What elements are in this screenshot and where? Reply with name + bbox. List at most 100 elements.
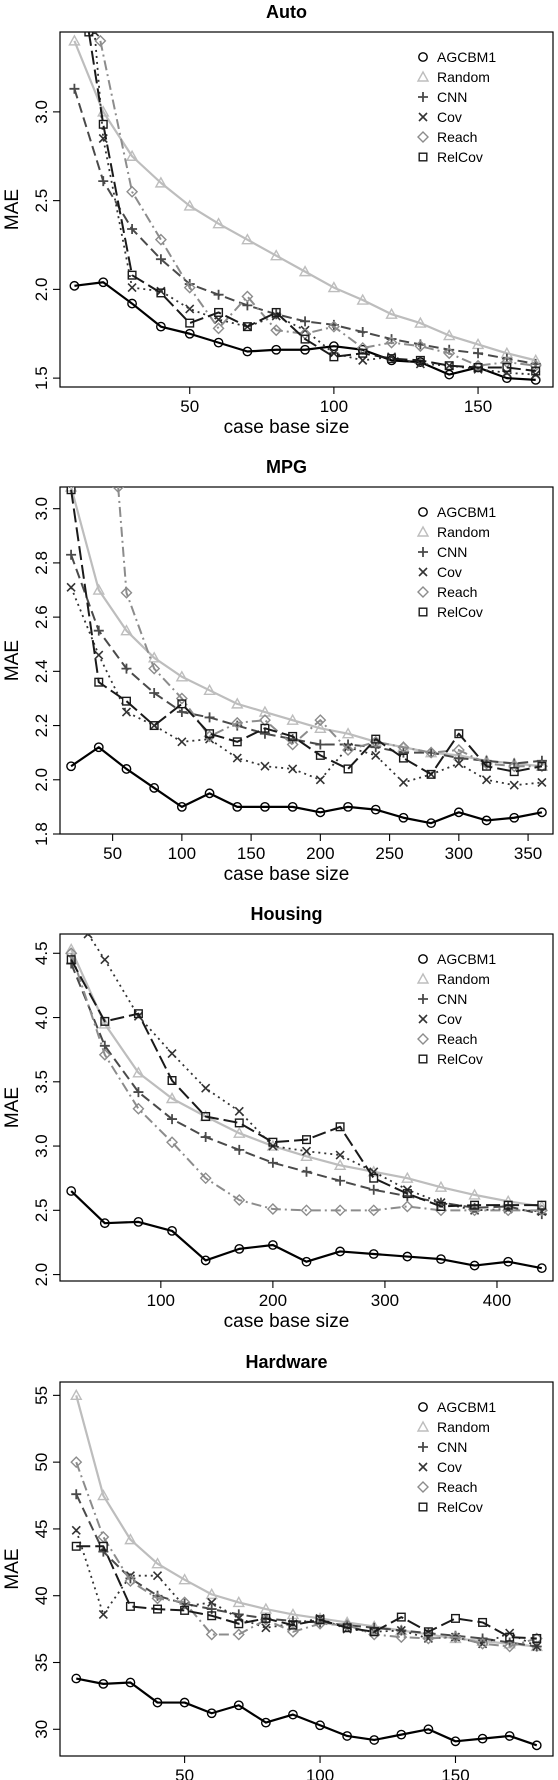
data-point-random xyxy=(120,624,133,636)
data-point-relcov xyxy=(450,1613,460,1623)
data-point-agcbm1 xyxy=(71,1673,82,1684)
data-point-agcbm1 xyxy=(271,344,282,355)
data-point-agcbm1 xyxy=(287,801,298,812)
series-layer xyxy=(64,487,549,829)
data-point-agcbm1 xyxy=(503,1256,514,1267)
data-point-agcbm1 xyxy=(335,1246,346,1257)
data-point-agcbm1 xyxy=(444,369,455,380)
data-point-relcov xyxy=(234,1619,244,1629)
y-tick-label: 2.0 xyxy=(32,278,51,302)
data-point-cnn xyxy=(300,316,311,327)
data-point-reach xyxy=(231,716,244,729)
data-point-relcov xyxy=(444,361,454,371)
data-point-random xyxy=(151,1557,164,1569)
x-tick-label: 300 xyxy=(445,844,473,863)
data-point-agcbm1 xyxy=(133,1216,144,1227)
data-point-cov xyxy=(232,753,242,763)
series-layer xyxy=(68,32,542,385)
data-point-agcbm1 xyxy=(98,277,109,288)
data-point-relcov xyxy=(84,32,94,37)
data-point-agcbm1 xyxy=(436,1254,446,1265)
data-point-reach xyxy=(422,1632,435,1645)
data-point-cov xyxy=(502,368,512,378)
data-point-agcbm1 xyxy=(450,1736,461,1747)
legend-symbol-cnn xyxy=(418,1442,428,1452)
legend-symbol-random xyxy=(416,70,430,82)
data-point-relcov xyxy=(207,1611,217,1621)
legend: AGCBM1 Random CNN Cov Reach RelCov xyxy=(416,504,496,620)
data-point-agcbm1 xyxy=(369,1735,380,1745)
legend-label-agcbm1: AGCBM1 xyxy=(437,1399,496,1415)
data-point-random xyxy=(414,316,427,328)
data-point-cnn xyxy=(127,224,138,235)
data-point-cnn xyxy=(301,1166,312,1177)
data-point-relcov xyxy=(537,1200,547,1210)
data-point-random xyxy=(367,1165,380,1177)
legend-symbol-random xyxy=(416,972,430,984)
data-point-relcov xyxy=(271,307,281,317)
data-point-agcbm1 xyxy=(301,1256,312,1267)
data-point-reach xyxy=(508,760,521,773)
data-point-random xyxy=(300,1149,313,1162)
data-point-agcbm1 xyxy=(99,1218,110,1229)
data-point-relcov xyxy=(149,721,159,731)
data-point-cov xyxy=(444,361,454,371)
data-point-agcbm1 xyxy=(426,818,437,829)
y-axis-label: MAE xyxy=(2,640,23,681)
data-point-relcov xyxy=(66,955,76,965)
data-point-reach xyxy=(97,1530,110,1543)
y-tick-label: 2.2 xyxy=(32,714,51,738)
data-point-reach xyxy=(314,714,327,727)
data-point-random xyxy=(232,1595,245,1608)
y-tick-label: 3.0 xyxy=(32,1134,51,1158)
data-point-agcbm1 xyxy=(342,1731,353,1741)
data-point-cov xyxy=(343,742,353,752)
legend-label-agcbm1: AGCBM1 xyxy=(437,951,496,967)
legend-symbol-agcbm1 xyxy=(418,1402,428,1412)
legend: AGCBM1 Random CNN Cov Reach RelCov xyxy=(416,951,496,1067)
data-point-reach xyxy=(120,586,133,599)
data-point-cnn xyxy=(213,289,224,300)
data-point-agcbm1 xyxy=(469,1260,480,1271)
y-tick-label: 2.4 xyxy=(32,660,51,684)
data-point-relcov xyxy=(470,1200,480,1210)
series-line-random xyxy=(75,1395,537,1648)
data-point-random xyxy=(314,721,327,733)
data-point-agcbm1 xyxy=(531,1740,542,1751)
legend-label-reach: Reach xyxy=(437,129,477,145)
data-point-cnn xyxy=(71,1489,82,1500)
y-tick-label: 3.0 xyxy=(32,497,51,521)
data-point-reach xyxy=(367,1204,380,1217)
data-point-relcov xyxy=(426,769,436,779)
data-point-agcbm1 xyxy=(167,1225,177,1236)
data-point-random xyxy=(212,217,225,229)
legend-label-relcov: RelCov xyxy=(437,604,483,620)
data-point-relcov xyxy=(502,362,512,372)
data-point-cnn xyxy=(133,1087,144,1098)
legend-label-cov: Cov xyxy=(437,1459,462,1475)
data-point-reach xyxy=(70,1456,83,1469)
data-point-agcbm1 xyxy=(288,1709,298,1720)
data-point-random xyxy=(68,34,81,46)
data-point-random xyxy=(124,1533,137,1545)
data-point-agcbm1 xyxy=(184,328,195,339)
data-point-relcov xyxy=(396,1612,406,1622)
data-point-relcov xyxy=(234,1118,244,1128)
data-point-relcov xyxy=(98,119,108,129)
legend-label-random: Random xyxy=(437,69,490,85)
y-tick-label: 30 xyxy=(32,1720,51,1739)
data-point-agcbm1 xyxy=(260,801,270,812)
data-point-relcov xyxy=(473,362,483,372)
y-tick-label: 2.0 xyxy=(32,768,51,792)
x-tick-label: 250 xyxy=(375,844,403,863)
legend-symbol-relcov xyxy=(418,1502,428,1512)
data-point-agcbm1 xyxy=(121,764,132,774)
data-point-reach xyxy=(124,1575,137,1588)
data-point-agcbm1 xyxy=(481,815,492,826)
y-tick-label: 40 xyxy=(32,1586,51,1605)
data-point-agcbm1 xyxy=(537,807,547,818)
y-tick-label: 3.0 xyxy=(32,100,51,124)
data-point-relcov xyxy=(358,348,368,358)
y-axis-label: MAE xyxy=(2,189,23,230)
data-point-reach xyxy=(286,1625,299,1638)
